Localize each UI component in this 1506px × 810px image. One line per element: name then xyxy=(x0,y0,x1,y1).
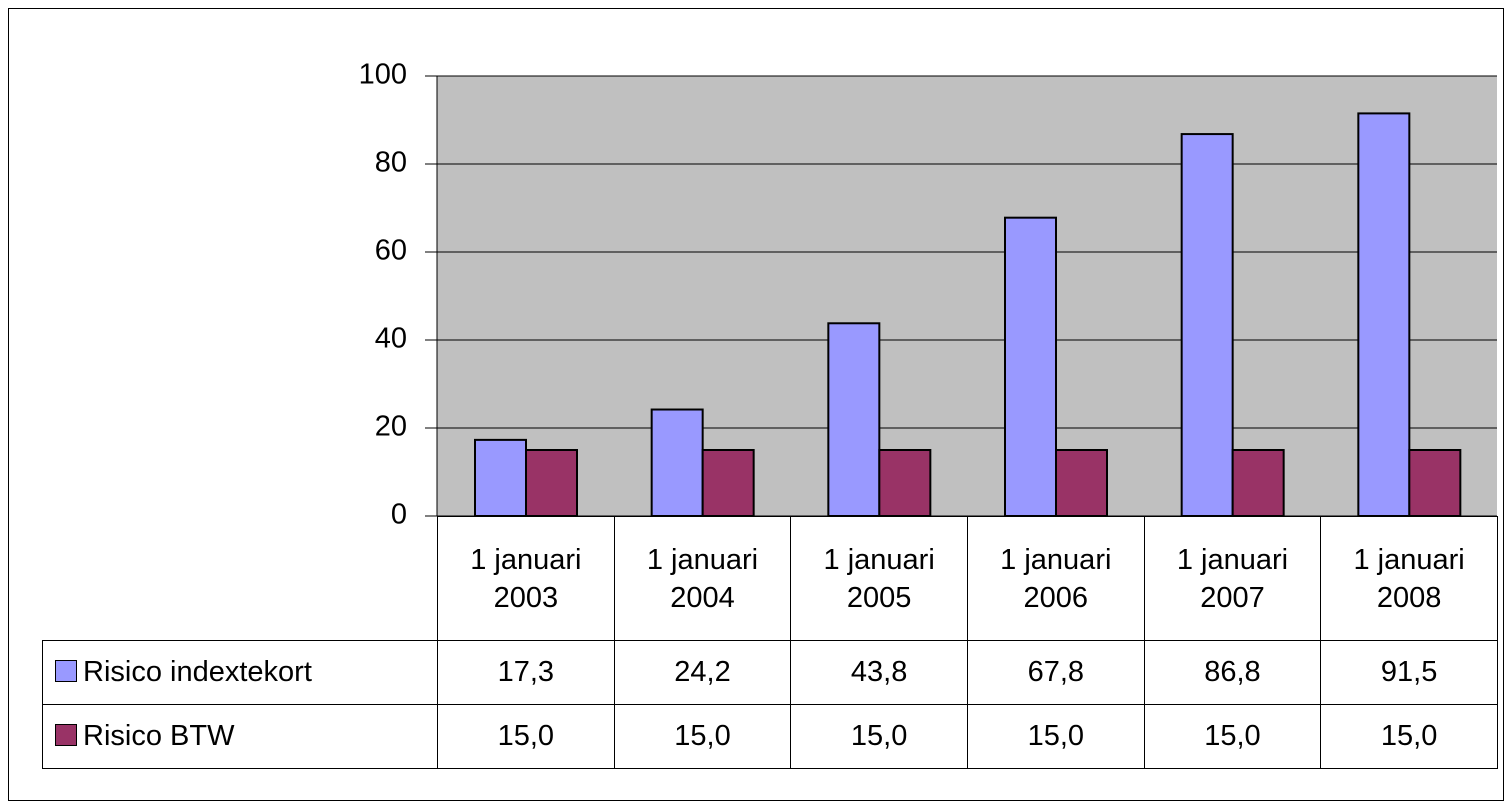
series-row: Risico indextekort 17,3 24,2 43,8 67,8 86,8 91… xyxy=(42,640,1498,705)
bar xyxy=(701,449,755,517)
bar xyxy=(1180,133,1234,518)
table-corner xyxy=(42,516,438,641)
value-label: 15,0 xyxy=(1143,704,1322,769)
value-label: 15,0 xyxy=(966,704,1145,769)
y-tick-label: 100 xyxy=(359,59,407,91)
value-label: 67,8 xyxy=(966,640,1145,705)
bar xyxy=(827,322,881,517)
series-row: Risico BTW 15,0 15,0 15,0 15,0 15,0 15,0 xyxy=(42,704,1498,769)
value-label: 17,3 xyxy=(437,640,615,705)
bar xyxy=(525,449,578,517)
data-table: 1 januari 2003 1 januari 2004 1 januari 20… xyxy=(42,516,1498,769)
y-tick-label: 60 xyxy=(375,235,407,267)
value-label: 43,8 xyxy=(790,640,968,705)
value-label: 91,5 xyxy=(1320,640,1498,705)
bar xyxy=(474,438,527,518)
chart-frame xyxy=(8,8,1504,801)
bar xyxy=(1055,449,1108,517)
y-tick-label: 40 xyxy=(375,323,407,355)
x-tick-label: 1 januari 2003 xyxy=(437,516,615,641)
value-label: 15,0 xyxy=(790,704,968,769)
x-tick-label: 1 januari 2007 xyxy=(1143,516,1322,641)
plot-area xyxy=(437,76,1497,516)
legend-label: Risico indextekort xyxy=(83,656,312,688)
bar xyxy=(1408,449,1462,517)
x-tick-label: 1 januari 2004 xyxy=(613,516,792,641)
x-tick-label: 1 januari 2006 xyxy=(966,516,1145,641)
legend-entry: Risico BTW xyxy=(42,704,438,769)
bar xyxy=(1231,449,1285,517)
value-label: 15,0 xyxy=(437,704,615,769)
y-tick-label: 80 xyxy=(375,147,407,179)
x-tick-label: 1 januari 2008 xyxy=(1320,516,1498,641)
legend-key xyxy=(55,724,77,746)
bar xyxy=(1004,216,1057,517)
y-tick-label: 20 xyxy=(375,411,407,443)
bar xyxy=(650,408,704,517)
legend-label: Risico BTW xyxy=(83,720,235,752)
legend-key xyxy=(55,660,77,682)
bar xyxy=(1357,112,1411,518)
x-tick-label: 1 januari 2005 xyxy=(790,516,968,641)
value-label: 15,0 xyxy=(1320,704,1498,769)
value-label: 15,0 xyxy=(613,704,792,769)
bar xyxy=(878,449,932,517)
category-row: 1 januari 2003 1 januari 2004 1 januari 20… xyxy=(42,516,1498,641)
legend-entry: Risico indextekort xyxy=(42,640,438,705)
value-label: 24,2 xyxy=(613,640,792,705)
value-label: 86,8 xyxy=(1143,640,1322,705)
